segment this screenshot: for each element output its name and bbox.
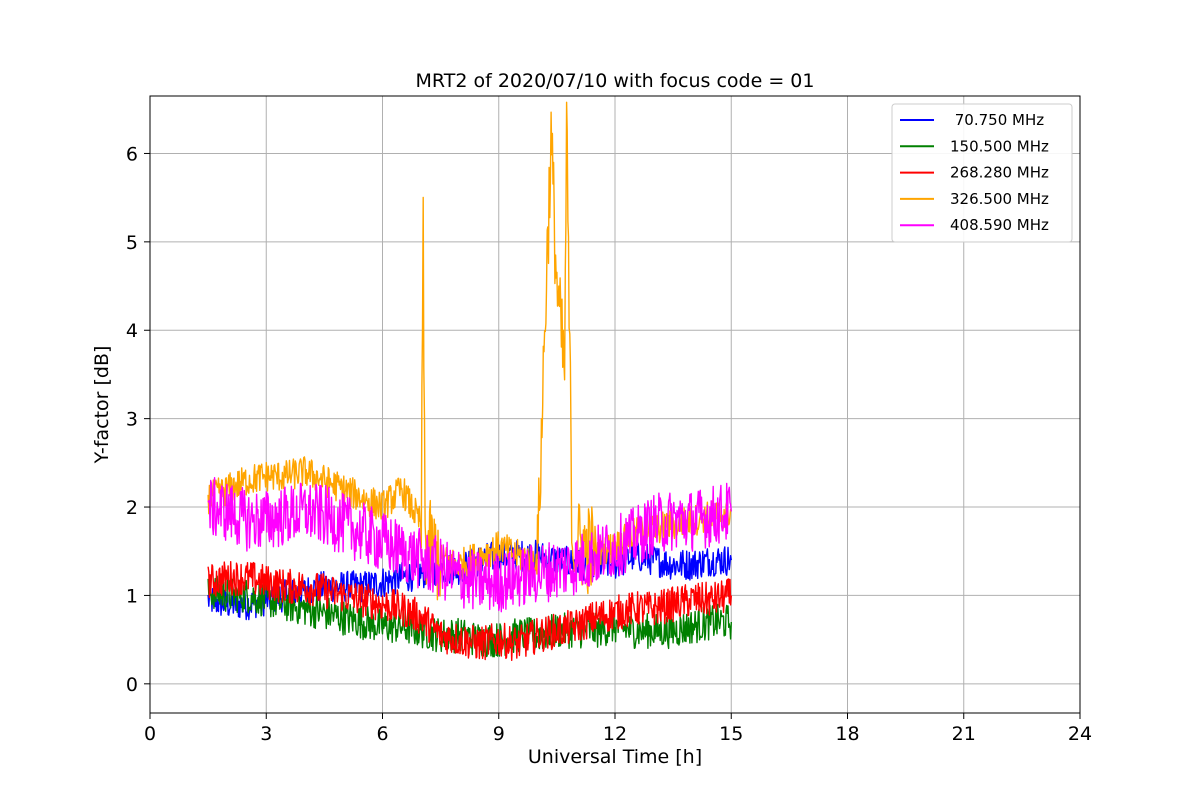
x-tick-label: 9 bbox=[493, 723, 505, 745]
y-tick-label: 6 bbox=[126, 143, 138, 165]
y-tick-label: 2 bbox=[126, 497, 138, 519]
legend-label-3: 326.500 MHz bbox=[950, 190, 1049, 208]
legend-label-1: 150.500 MHz bbox=[950, 137, 1049, 155]
y-tick-label: 3 bbox=[126, 409, 138, 431]
y-tick-label: 5 bbox=[126, 232, 138, 254]
x-tick-label: 24 bbox=[1068, 723, 1092, 745]
y-tick-label: 1 bbox=[126, 585, 138, 607]
legend-box bbox=[891, 103, 1073, 243]
x-axis-label: Universal Time [h] bbox=[528, 746, 702, 768]
y-tick-label: 0 bbox=[126, 674, 138, 696]
y-axis-label: Y-factor [dB] bbox=[91, 346, 113, 465]
x-tick-label: 21 bbox=[952, 723, 976, 745]
legend: 70.750 MHz 150.500 MHz 268.280 MHz 326.500 … bbox=[891, 103, 1073, 243]
x-tick-label: 0 bbox=[144, 723, 156, 745]
x-tick-label: 18 bbox=[835, 723, 859, 745]
legend-label-4: 408.590 MHz bbox=[950, 216, 1049, 234]
series-line-2 bbox=[207, 561, 732, 661]
x-tick-label: 12 bbox=[603, 723, 627, 745]
x-tick-label: 6 bbox=[376, 723, 388, 745]
x-tick-label: 3 bbox=[260, 723, 272, 745]
series-line-1 bbox=[207, 574, 732, 658]
y-tick-label: 4 bbox=[126, 320, 138, 342]
plot-series bbox=[207, 101, 732, 661]
legend-label-0: 70.750 MHz bbox=[950, 111, 1044, 129]
legend-label-2: 268.280 MHz bbox=[950, 164, 1049, 182]
series-line-4 bbox=[207, 477, 732, 613]
chart-title: MRT2 of 2020/07/10 with focus code = 01 bbox=[416, 70, 815, 92]
x-tick-label: 15 bbox=[719, 723, 743, 745]
